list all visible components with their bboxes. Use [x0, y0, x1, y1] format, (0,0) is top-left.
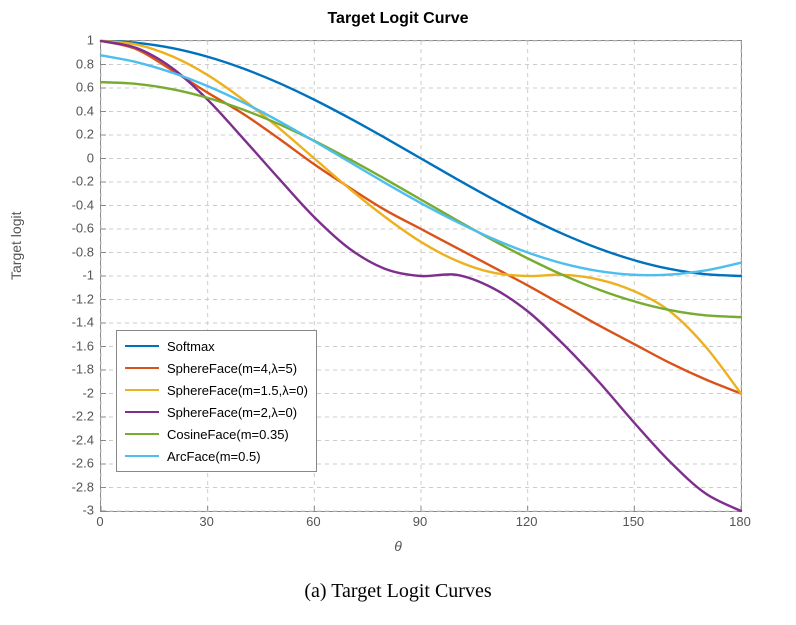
y-tick-label: 0.4 [76, 103, 94, 118]
legend-item: SphereFace(m=2,λ=0) [125, 401, 308, 423]
y-tick-label: 0.6 [76, 80, 94, 95]
legend-swatch [125, 411, 159, 413]
legend-label: SphereFace(m=4,λ=5) [167, 361, 297, 376]
x-tick-label: 30 [199, 514, 213, 529]
y-tick-label: 1 [87, 33, 94, 48]
legend: Softmax SphereFace(m=4,λ=5) SphereFace(m=1… [116, 330, 317, 472]
legend-item: Softmax [125, 335, 308, 357]
y-tick-label: -1.2 [72, 291, 94, 306]
y-tick-label: -0.2 [72, 174, 94, 189]
figure-container: Target Logit Curve Target logit -3-2.8-2… [0, 0, 796, 625]
x-tick-label: 150 [622, 514, 644, 529]
y-tick-label: 0.2 [76, 127, 94, 142]
y-tick-label: -2.4 [72, 432, 94, 447]
legend-item: SphereFace(m=4,λ=5) [125, 357, 308, 379]
y-tick-label: 0.8 [76, 56, 94, 71]
y-tick-label: -0.4 [72, 197, 94, 212]
x-tick-label: 120 [516, 514, 538, 529]
legend-label: ArcFace(m=0.5) [167, 449, 261, 464]
y-tick-label: -0.8 [72, 244, 94, 259]
y-tick-label: 0 [87, 150, 94, 165]
legend-item: SphereFace(m=1.5,λ=0) [125, 379, 308, 401]
y-tick-label: -1.6 [72, 338, 94, 353]
chart-title: Target Logit Curve [0, 10, 796, 28]
legend-swatch [125, 433, 159, 435]
y-tick-label: -2.2 [72, 409, 94, 424]
legend-swatch [125, 367, 159, 369]
y-tick-label: -1.4 [72, 315, 94, 330]
y-tick-labels: -3-2.8-2.6-2.4-2.2-2-1.8-1.6-1.4-1.2-1-0… [0, 40, 94, 510]
legend-label: SphereFace(m=1.5,λ=0) [167, 383, 308, 398]
x-axis-label: θ [0, 538, 796, 554]
legend-swatch [125, 455, 159, 457]
legend-swatch [125, 389, 159, 391]
legend-item: ArcFace(m=0.5) [125, 445, 308, 467]
figure-caption: (a) Target Logit Curves [0, 580, 796, 603]
x-tick-label: 60 [306, 514, 320, 529]
legend-label: Softmax [167, 339, 215, 354]
y-tick-label: -0.6 [72, 221, 94, 236]
y-tick-label: -1 [82, 268, 94, 283]
x-tick-label: 90 [413, 514, 427, 529]
y-tick-label: -3 [82, 503, 94, 518]
y-tick-label: -2 [82, 385, 94, 400]
legend-swatch [125, 345, 159, 347]
x-tick-label: 0 [96, 514, 103, 529]
y-tick-label: -2.8 [72, 479, 94, 494]
legend-label: CosineFace(m=0.35) [167, 427, 289, 442]
x-tick-label: 180 [729, 514, 751, 529]
y-tick-label: -2.6 [72, 456, 94, 471]
legend-label: SphereFace(m=2,λ=0) [167, 405, 297, 420]
legend-item: CosineFace(m=0.35) [125, 423, 308, 445]
y-tick-label: -1.8 [72, 362, 94, 377]
